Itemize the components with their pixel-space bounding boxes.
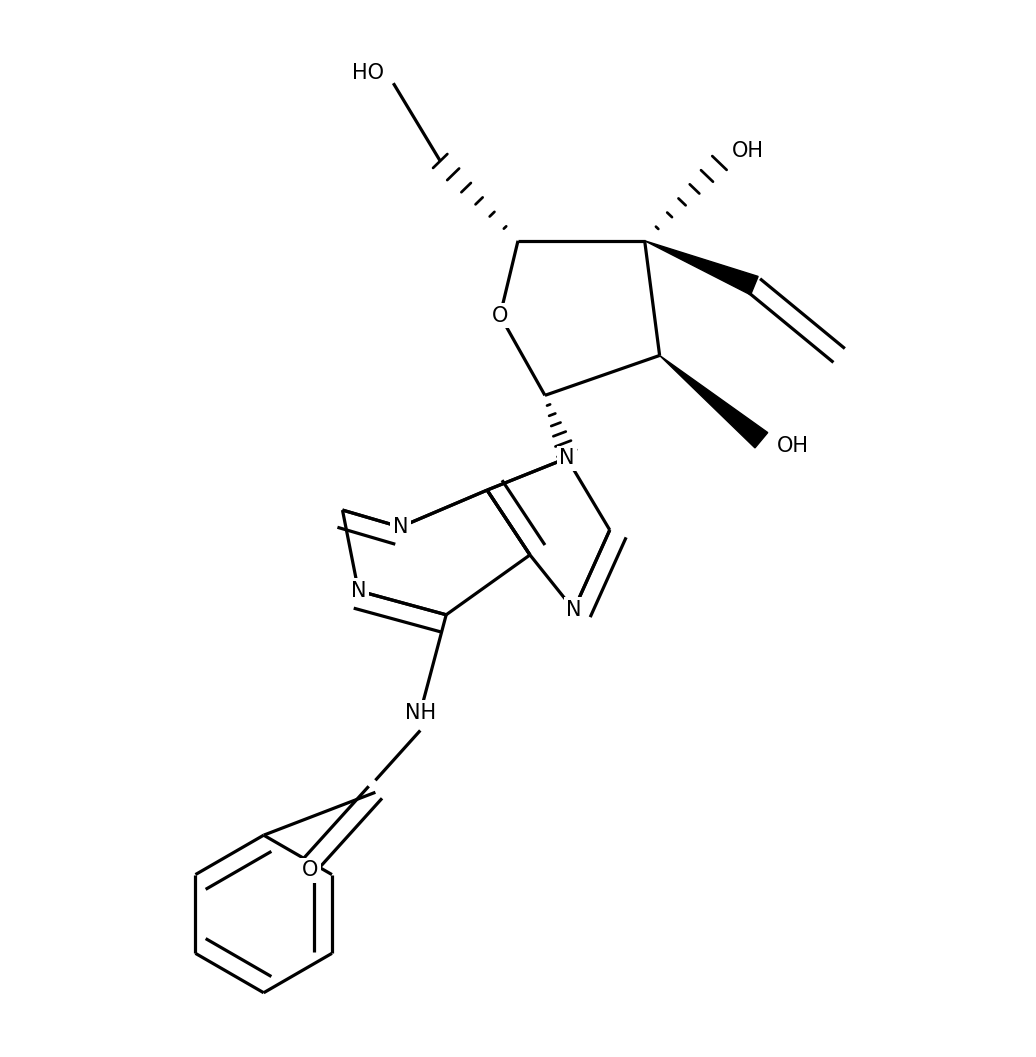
Text: HO: HO	[352, 63, 384, 84]
Text: NH: NH	[405, 703, 436, 723]
Text: OH: OH	[731, 141, 764, 161]
Text: O: O	[303, 860, 319, 880]
Text: N: N	[559, 448, 575, 468]
Text: N: N	[566, 599, 581, 619]
Text: O: O	[492, 305, 509, 326]
Polygon shape	[644, 241, 758, 295]
Text: N: N	[350, 581, 366, 600]
Polygon shape	[660, 355, 768, 448]
Text: N: N	[393, 517, 408, 537]
Text: OH: OH	[777, 437, 809, 457]
